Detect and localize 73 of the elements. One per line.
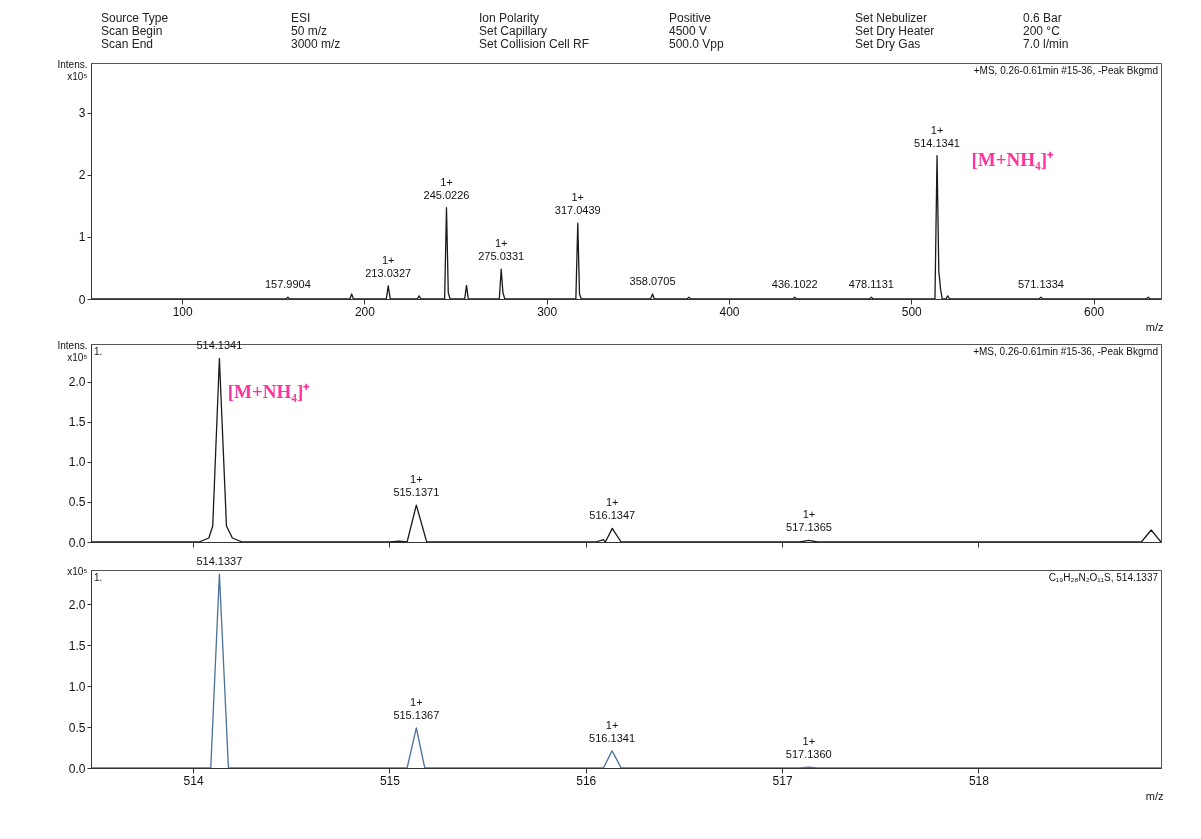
y-tick-label: 0.0 — [68, 761, 86, 776]
y-tick-label: 2.0 — [68, 375, 86, 390]
annotation: 1+ 515.1371 — [393, 473, 440, 499]
y-tick-label: 1 — [78, 230, 86, 245]
text: 3000 m/z — [291, 37, 341, 51]
y-tick-label: 0.0 — [68, 535, 86, 550]
x-tick-label: 516 — [576, 773, 597, 788]
x-tick-label: 514 — [183, 773, 204, 788]
text: Set Dry Heater — [855, 24, 935, 38]
x-tick-label: 300 — [537, 304, 558, 319]
text: 200 °C — [1023, 24, 1061, 38]
line-series — [91, 573, 1161, 768]
annotation: [M+NH₄]⁺ — [971, 148, 1055, 170]
x-axis-title: m/z — [1145, 789, 1164, 802]
text: 7.0 l/min — [1023, 37, 1069, 51]
annotation: 1+ 213.0327 — [365, 253, 412, 279]
annotation: 1+ 514.1341 — [914, 123, 960, 149]
annotation: +MS, 0.26-0.61min #15-36, -Peak Bkgmd — [973, 65, 1158, 76]
annotation: 1+ 275.0331 — [478, 237, 525, 263]
text: 500.0 Vpp — [669, 37, 725, 51]
text: Scan Begin — [101, 24, 163, 38]
y-tick-label: 1.5 — [68, 415, 86, 430]
annotation: 571.1334 — [1017, 278, 1064, 291]
y-axis-title: Intens. x10⁵ — [57, 58, 88, 82]
annotation: 1+ 515.1367 — [393, 695, 440, 721]
annotation: 1. — [94, 572, 103, 583]
annotation: 478.1131 — [848, 278, 894, 291]
x-tick-label: 518 — [968, 773, 990, 788]
text: 4500 V — [669, 24, 708, 38]
y-tick-label: 2 — [78, 168, 86, 183]
annotation: 1+ 516.1347 — [589, 496, 636, 522]
text: Positive — [669, 11, 712, 25]
annotation: 1+ 245.0226 — [423, 175, 470, 201]
y-tick-label: 0.5 — [68, 720, 86, 735]
x-tick-label: 517 — [772, 773, 793, 788]
annotation: C₁₉H₂₈N₂O₁₁S, 514.1337 — [1048, 572, 1159, 583]
annotation: 358.0705 — [629, 275, 676, 288]
text: Set Dry Gas — [855, 37, 921, 51]
y-axis-title: Intens. x10⁵ — [57, 339, 88, 363]
x-axis-title: m/z — [1145, 320, 1164, 333]
y-tick-label: 1.0 — [68, 679, 86, 694]
source-note: Source Type — [101, 11, 169, 25]
y-tick-label: 1.5 — [68, 638, 86, 653]
y-tick-label: 3 — [78, 106, 86, 121]
y-tick-label: 0 — [78, 292, 86, 307]
annotation: 1+ 516.1341 — [589, 718, 636, 744]
annotation: 157.9904 — [264, 278, 311, 291]
text: ESI — [291, 11, 311, 25]
x-tick-label: 515 — [379, 773, 401, 788]
text: Set Collision Cell RF — [479, 37, 590, 51]
y-tick-label: 1.0 — [68, 455, 86, 470]
x-tick-label: 100 — [172, 304, 193, 319]
text: Scan End — [101, 37, 154, 51]
y-axis-title: x10⁵ — [67, 565, 88, 577]
x-tick-label: 400 — [719, 304, 740, 319]
annotation: 1+ 517.1360 — [785, 735, 832, 761]
annotation: 436.1022 — [771, 278, 818, 291]
annotation: 1+ 317.0439 — [554, 191, 601, 217]
text: 50 m/z — [291, 24, 328, 38]
x-tick-label: 600 — [1084, 304, 1105, 319]
x-tick-label: 500 — [901, 304, 923, 319]
annotation: [M+NH₄]⁺ — [227, 380, 311, 402]
y-tick-label: 0.5 — [68, 495, 86, 510]
annotation: 1+ 517.1365 — [786, 508, 832, 534]
annotation: +MS, 0.26-0.61min #15-36, -Peak Bkgrnd — [973, 346, 1158, 357]
text: Ion Polarity — [479, 11, 540, 25]
text: Set Nebulizer — [855, 11, 928, 25]
annotation: 1. — [94, 346, 103, 357]
text: 0.6 Bar — [1023, 11, 1062, 25]
y-tick-label: 2.0 — [68, 597, 86, 612]
text: Set Capillary — [479, 24, 548, 38]
annotation: 514.1337 — [196, 555, 243, 568]
x-tick-label: 200 — [354, 304, 376, 319]
